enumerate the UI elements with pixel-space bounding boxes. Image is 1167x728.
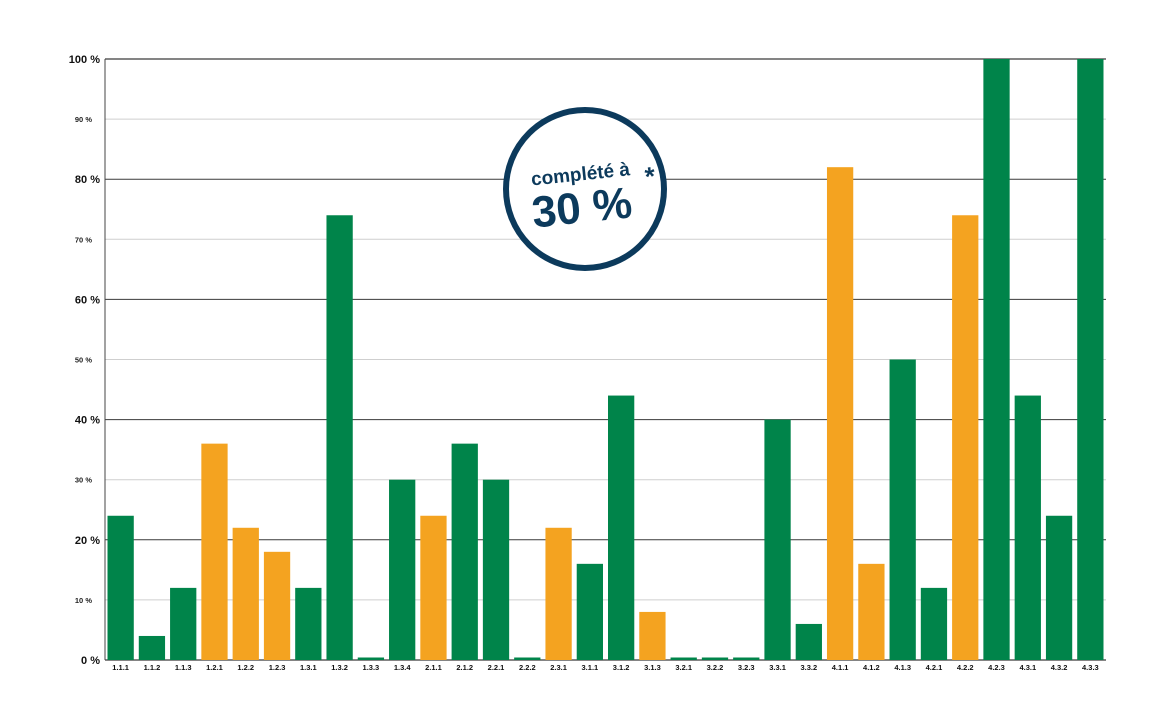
x-tick-label: 4.3.2 [1051,663,1068,672]
x-tick-label: 4.3.1 [1019,663,1036,672]
x-tick-label: 1.3.1 [300,663,317,672]
x-tick-label: 4.2.2 [957,663,974,672]
x-tick-label: 2.1.2 [456,663,473,672]
y-tick-label-major: 100 % [69,54,100,66]
x-tick-label: 1.2.1 [206,663,223,672]
x-tick-label: 4.2.3 [988,663,1005,672]
x-tick-label: 4.2.1 [926,663,943,672]
bar-3.1.1 [576,563,603,660]
bar-4.1.3 [889,359,916,660]
bar-4.2.3 [983,59,1010,660]
bar-4.1.2 [858,563,885,660]
bar-3.2.2 [701,657,729,660]
bar-3.1.2 [608,395,635,660]
x-tick-label: 2.1.1 [425,663,442,672]
bar-4.2.2 [952,215,979,660]
x-tick-label: 2.3.1 [550,663,567,672]
y-tick-label-major: 40 % [75,415,100,427]
bar-1.3.2 [326,215,353,660]
x-tick-label: 2.2.1 [488,663,505,672]
x-tick-label: 1.1.1 [112,663,129,672]
bar-4.3.3 [1077,59,1104,660]
bar-4.3.2 [1045,515,1073,660]
completion-badge: complété à 30 % * [503,107,667,271]
bar-2.3.1 [545,527,572,660]
x-tick-label: 1.2.3 [269,663,286,672]
y-tick-label-major: 80 % [75,174,100,186]
x-tick-label: 3.1.3 [644,663,661,672]
bar-1.3.3 [357,657,385,660]
bar-2.2.2 [514,657,541,660]
y-tick-label-major: 60 % [75,294,100,306]
bar-3.3.2 [795,623,822,660]
bar-2.1.1 [420,515,447,660]
bar-1.2.2 [232,527,259,660]
y-tick-label-major: 0 % [81,655,100,667]
bar-3.1.3 [639,611,666,660]
x-tick-label: 1.3.4 [394,663,412,672]
bars [107,59,1104,660]
y-tick-label-minor: 70 % [75,235,92,244]
y-tick-label-minor: 90 % [75,115,92,124]
bar-2.1.2 [451,443,478,660]
bar-1.1.3 [170,587,197,660]
bar-1.2.1 [201,443,228,660]
y-tick-label-minor: 10 % [75,596,92,605]
x-tick-label: 4.1.2 [863,663,880,672]
x-tick-label: 4.1.1 [832,663,849,672]
y-tick-label-minor: 30 % [75,476,92,485]
bar-4.1.1 [826,167,854,660]
x-tick-label: 2.2.2 [519,663,536,672]
bar-4.3.1 [1014,395,1041,660]
x-tick-label: 3.2.1 [675,663,692,672]
bar-3.2.1 [670,657,697,660]
x-tick-label: 3.3.1 [769,663,786,672]
x-tick-label: 3.2.3 [738,663,755,672]
bar-3.3.1 [764,419,791,660]
x-tick-label: 4.1.3 [894,663,911,672]
y-tick-label-minor: 50 % [75,356,92,365]
y-tick-label-major: 20 % [75,535,100,547]
bar-1.2.3 [263,551,291,660]
bar-1.1.2 [138,635,166,660]
bar-1.1.1 [107,515,134,660]
bar-3.2.3 [733,657,760,660]
y-axis-labels: 10 % 30 % 50 % 70 % 90 % 0 % 20 % 40 % 60 % 80 % 1… [69,54,100,667]
x-tick-label: 1.1.2 [144,663,161,672]
x-tick-label: 3.1.1 [582,663,599,672]
badge-line2: 30 % [530,178,635,237]
x-tick-label: 3.3.2 [800,663,817,672]
x-axis-labels: 1.1.1 1.1.2 1.1.3 1.2.1 1.2.2 1.2.3 1.3.1 1.3.2… [112,663,1098,672]
x-tick-label: 1.1.3 [175,663,192,672]
bar-2.2.1 [482,479,510,660]
bar-1.3.1 [295,587,322,660]
x-tick-label: 1.3.2 [331,663,348,672]
x-tick-label: 1.2.2 [237,663,254,672]
x-tick-label: 4.3.3 [1082,663,1099,672]
x-tick-label: 1.3.3 [363,663,380,672]
badge-asterisk: * [643,161,657,192]
bar-1.3.4 [389,479,416,660]
badge-circle [503,107,667,271]
bar-4.2.1 [920,587,948,660]
x-tick-label: 3.2.2 [707,663,724,672]
x-tick-label: 3.1.2 [613,663,630,672]
